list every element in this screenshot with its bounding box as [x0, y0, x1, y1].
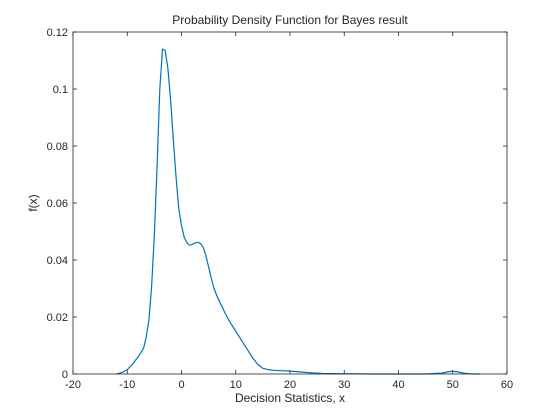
- tick-labels: -20 -10 0 10 20 30 40 50 60 0 0.02 0.04 0.06 0.08 0.1 0…: [47, 27, 514, 391]
- axes-box: [72, 31, 508, 375]
- x-tick-label: 20: [284, 379, 296, 391]
- x-tick-label: -10: [119, 379, 135, 391]
- x-tick-label: 30: [338, 379, 350, 391]
- chart-title: Probability Density Function for Bayes r…: [172, 13, 408, 27]
- y-axis-label: f(x): [26, 194, 40, 211]
- x-tick-label: 50: [447, 379, 459, 391]
- y-tick-label: 0.12: [47, 27, 68, 39]
- x-tick-label: -20: [65, 379, 81, 391]
- x-tick-label: 10: [230, 379, 242, 391]
- x-tick-label: 0: [178, 379, 184, 391]
- y-tick-label: 0: [62, 369, 68, 381]
- x-tick-label: 60: [501, 379, 513, 391]
- x-axis-label: Decision Statistics, x: [235, 391, 345, 405]
- x-tick-label: 40: [392, 379, 404, 391]
- y-tick-label: 0.02: [47, 312, 68, 324]
- y-tick-label: 0.08: [47, 141, 68, 153]
- y-tick-label: 0.06: [47, 198, 68, 210]
- y-tick-label: 0.04: [47, 255, 68, 267]
- y-tick-label: 0.1: [53, 84, 68, 96]
- plot-area: [73, 32, 507, 374]
